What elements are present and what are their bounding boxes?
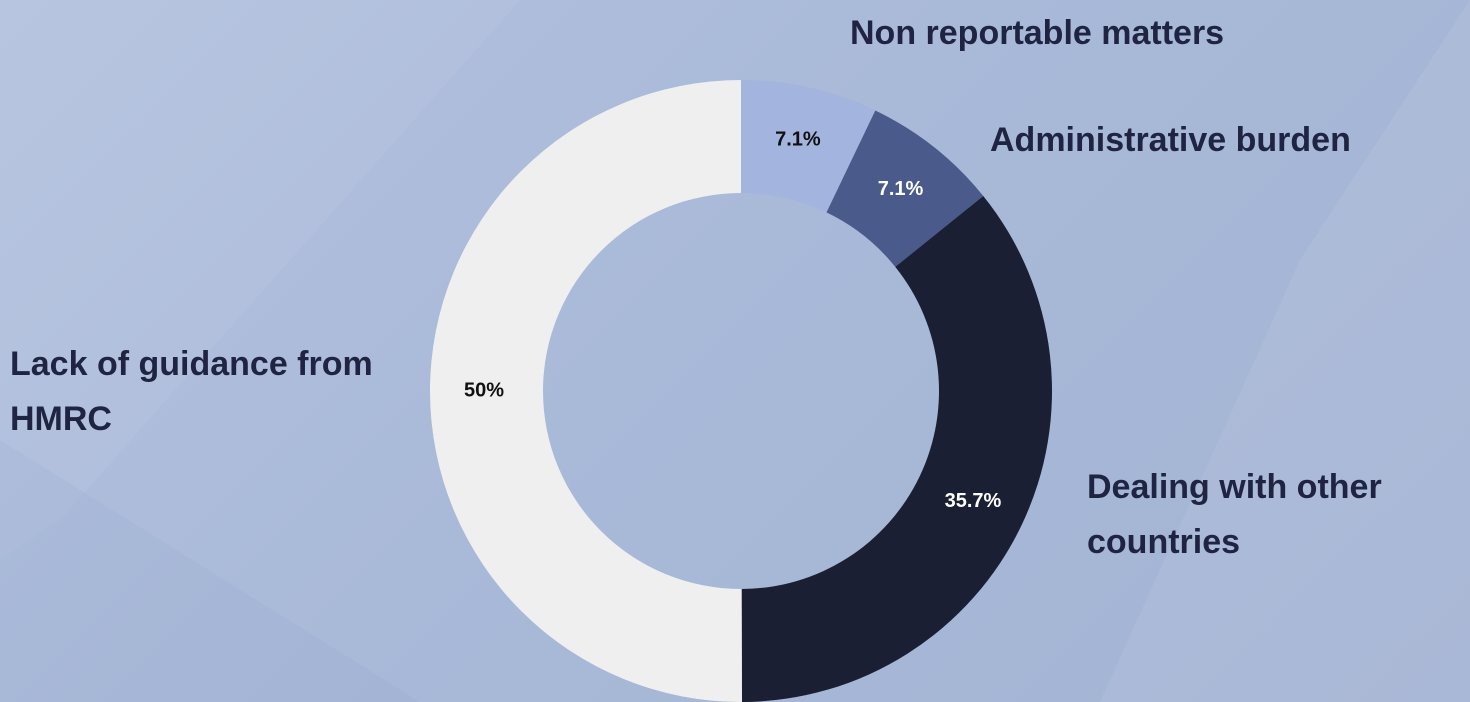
category-label: Administrative burden [990,121,1351,159]
donut-segment [826,110,984,267]
donut-segment [741,196,1052,702]
background-shape [0,0,520,560]
background-shape [1100,0,1470,702]
donut-segment [429,80,742,702]
background-shape [0,440,420,702]
category-label: Dealing with other countries [1087,468,1382,561]
value-label: 35.7% [945,490,1002,512]
value-label: 7.1% [878,178,924,200]
value-label: 50% [464,380,504,402]
category-label: Lack of guidance from HMRC [10,345,373,438]
category-label: Non reportable matters [850,14,1225,52]
value-label: 7.1% [775,129,821,151]
donut-segment [741,80,876,213]
